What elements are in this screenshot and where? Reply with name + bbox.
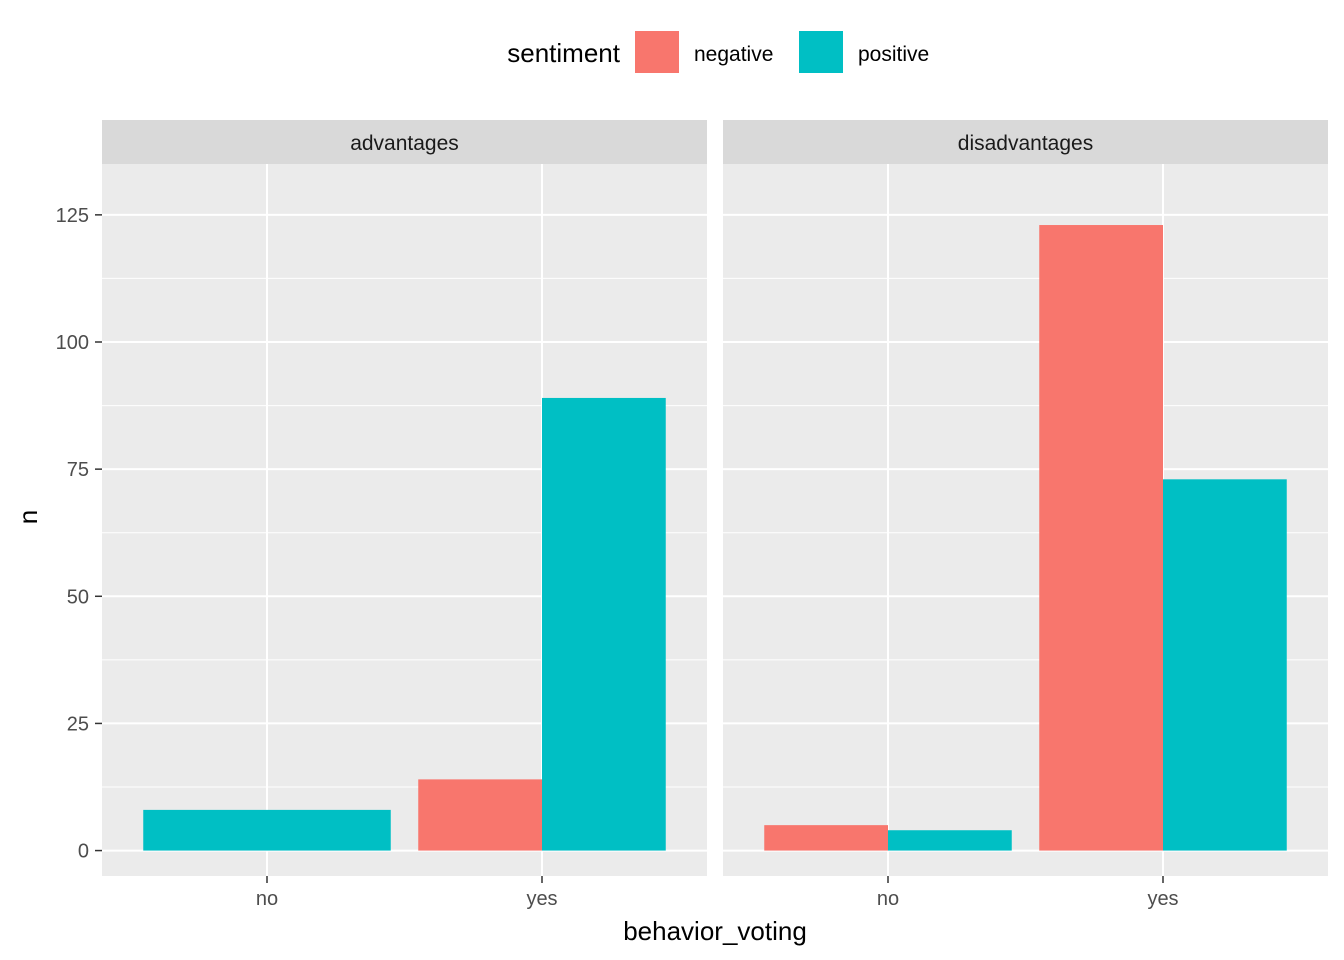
legend-label-negative: negative (694, 43, 773, 66)
y-tick-label: 0 (78, 841, 89, 863)
y-axis-title: n (13, 510, 43, 524)
bar-disadvantages-no-negative (764, 825, 888, 851)
facet-strip (102, 120, 707, 164)
legend: sentiment negative positive (507, 31, 929, 73)
y-tick-label: 75 (67, 459, 89, 481)
legend-key-negative (635, 31, 679, 73)
bar-advantages-no-positive (143, 809, 391, 851)
bar-advantages-yes-negative (418, 779, 542, 851)
facet-disadvantages: no yes disadvantages (723, 120, 1328, 910)
y-tick-label: 100 (56, 332, 89, 354)
bar-advantages-yes-positive (542, 397, 666, 851)
bar-disadvantages-no-positive (888, 830, 1012, 851)
bar-disadvantages-yes-positive (1163, 479, 1287, 851)
facet-strip-label: disadvantages (958, 132, 1093, 155)
legend-key-positive (799, 31, 843, 73)
facet-advantages: no yes advantages (102, 120, 707, 910)
y-tick-label: 25 (67, 713, 89, 735)
x-axis-title: behavior_voting (623, 916, 807, 946)
facet-panels: no yes advantages no yes disadvantages (102, 120, 1328, 910)
x-tick-label: no (877, 888, 899, 910)
facet-strip (723, 120, 1328, 164)
y-tick-label: 125 (56, 205, 89, 227)
y-tick-label: 50 (67, 586, 89, 608)
legend-title: sentiment (507, 38, 620, 68)
facet-strip-label: advantages (350, 132, 459, 155)
x-tick-label: yes (526, 888, 557, 910)
bar-disadvantages-yes-negative (1039, 225, 1163, 851)
legend-label-positive: positive (858, 43, 929, 66)
x-tick-label: no (256, 888, 278, 910)
y-axis: 0 25 50 75 100 125 (56, 205, 102, 863)
x-tick-label: yes (1147, 888, 1178, 910)
